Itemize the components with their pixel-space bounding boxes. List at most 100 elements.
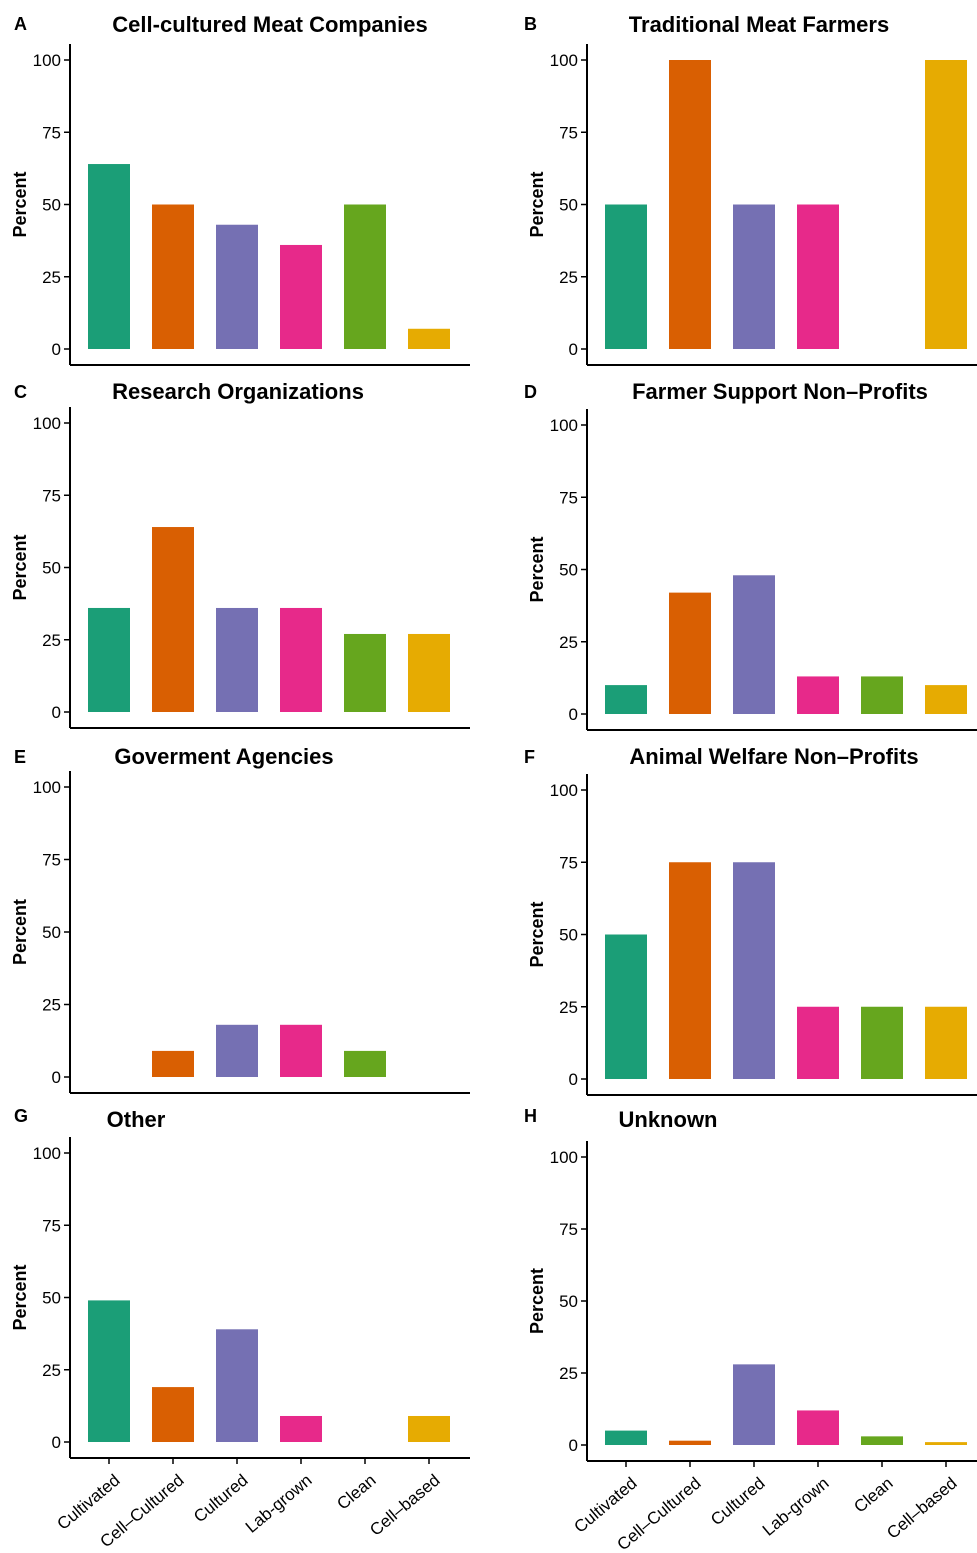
y-tick-label: 100 xyxy=(33,778,61,797)
bar-cell-cultured xyxy=(669,60,711,349)
y-tick-label: 25 xyxy=(42,268,61,287)
bar-clean xyxy=(344,633,386,712)
bar-cultivated xyxy=(605,204,647,349)
x-category-label: Cell–based xyxy=(883,1474,960,1543)
bar-cultured xyxy=(733,204,775,349)
bar-cell-based xyxy=(925,685,967,714)
y-tick-label: 50 xyxy=(42,559,61,578)
bar-clean xyxy=(344,1050,386,1077)
panel-title: Animal Welfare Non–Profits xyxy=(629,744,918,769)
panel-letter: H xyxy=(524,1106,537,1126)
bar-lab-grown xyxy=(280,1024,322,1077)
x-category-label: Clean xyxy=(850,1474,896,1517)
bar-cultured xyxy=(216,224,258,349)
bar-cell-cultured xyxy=(152,527,194,712)
bar-cell-based xyxy=(408,328,450,349)
y-axis-title: Percent xyxy=(10,534,30,600)
x-category-label: Clean xyxy=(333,1471,379,1514)
panel-title: Goverment Agencies xyxy=(114,744,333,769)
bar-cell-based xyxy=(925,1442,967,1445)
bar-lab-grown xyxy=(797,1006,839,1079)
panel-title: Research Organizations xyxy=(112,379,364,404)
panel-letter: C xyxy=(14,382,27,402)
bar-cultured xyxy=(216,1329,258,1442)
y-tick-label: 50 xyxy=(42,196,61,215)
y-tick-label: 75 xyxy=(559,123,578,142)
bar-lab-grown xyxy=(280,607,322,712)
bar-lab-grown xyxy=(797,204,839,349)
bar-clean xyxy=(861,1006,903,1079)
bar-lab-grown xyxy=(797,676,839,714)
y-tick-label: 0 xyxy=(52,340,61,359)
x-category-label: Cell–based xyxy=(366,1471,443,1540)
bar-cultured xyxy=(216,607,258,712)
bar-cultured xyxy=(216,1024,258,1077)
panel-title: Other xyxy=(107,1107,166,1132)
bar-cell-based xyxy=(408,633,450,712)
x-category-label: Cultured xyxy=(707,1474,768,1530)
panel-letter: F xyxy=(524,747,535,767)
y-tick-label: 25 xyxy=(559,998,578,1017)
y-tick-label: 100 xyxy=(550,781,578,800)
y-tick-label: 0 xyxy=(52,703,61,722)
panel-title: Traditional Meat Farmers xyxy=(629,12,889,37)
y-tick-label: 0 xyxy=(569,1070,578,1089)
bar-lab-grown xyxy=(280,244,322,349)
bar-cell-cultured xyxy=(669,592,711,714)
panel-a: A Cell-cultured Meat Companies Percent 0 25 5… xyxy=(10,12,470,366)
bar-lab-grown xyxy=(797,1410,839,1445)
bar-clean xyxy=(344,204,386,349)
bar-cultivated xyxy=(88,1300,130,1442)
y-tick-label: 25 xyxy=(559,1364,578,1383)
y-tick-label: 0 xyxy=(569,340,578,359)
y-axis-title: Percent xyxy=(527,901,547,967)
y-axis-title: Percent xyxy=(10,1264,30,1330)
panel-b: B Traditional Meat Farmers Percent 0 25 50 75 1… xyxy=(524,12,977,366)
y-tick-label: 100 xyxy=(33,1144,61,1163)
y-tick-label: 50 xyxy=(559,926,578,945)
y-axis-title: Percent xyxy=(527,536,547,602)
panel-letter: B xyxy=(524,14,537,34)
y-tick-label: 25 xyxy=(559,633,578,652)
bar-cell-cultured xyxy=(152,1050,194,1077)
y-tick-label: 0 xyxy=(569,705,578,724)
bar-cultured xyxy=(733,1364,775,1445)
bar-cultivated xyxy=(605,934,647,1079)
y-tick-label: 50 xyxy=(559,1292,578,1311)
panel-c: C Research Organizations Percent 0 25 50 75 100 xyxy=(10,379,470,729)
y-tick-label: 75 xyxy=(42,486,61,505)
x-category-label: Lab-grown xyxy=(759,1474,833,1540)
panel-d: D Farmer Support Non–Profits Percent 0 25 50 7… xyxy=(524,379,977,731)
bar-cultured xyxy=(733,862,775,1079)
y-axis-title: Percent xyxy=(10,171,30,237)
y-axis-title: Percent xyxy=(527,1268,547,1334)
y-tick-label: 75 xyxy=(42,1216,61,1235)
bar-cell-based xyxy=(925,1006,967,1079)
y-tick-label: 50 xyxy=(559,196,578,215)
bar-cultivated xyxy=(605,685,647,714)
y-axis-title: Percent xyxy=(10,899,30,965)
bar-cultivated xyxy=(88,164,130,349)
y-tick-label: 50 xyxy=(559,561,578,580)
bar-clean xyxy=(861,1436,903,1445)
x-category-label: Cultured xyxy=(190,1471,251,1527)
y-tick-label: 75 xyxy=(559,853,578,872)
panel-f: F Animal Welfare Non–Profits Percent 0 25 50 7… xyxy=(524,744,977,1096)
panel-title: Unknown xyxy=(619,1107,718,1132)
y-tick-label: 25 xyxy=(42,631,61,650)
bar-cell-based xyxy=(408,1415,450,1442)
y-tick-label: 50 xyxy=(42,1289,61,1308)
bar-clean xyxy=(861,676,903,714)
y-tick-label: 100 xyxy=(33,414,61,433)
bar-cell-cultured xyxy=(152,204,194,349)
panel-g: G OtherPercent0255075100CultivatedCell–Cu… xyxy=(10,1106,470,1551)
y-axis-title: Percent xyxy=(527,171,547,237)
y-tick-label: 50 xyxy=(42,923,61,942)
panel-letter: A xyxy=(14,14,27,34)
y-tick-label: 100 xyxy=(550,416,578,435)
panel-title: Cell-cultured Meat Companies xyxy=(112,12,427,37)
x-category-label: Lab-grown xyxy=(242,1471,316,1537)
bar-cell-based xyxy=(925,60,967,349)
bar-cultivated xyxy=(605,1430,647,1445)
